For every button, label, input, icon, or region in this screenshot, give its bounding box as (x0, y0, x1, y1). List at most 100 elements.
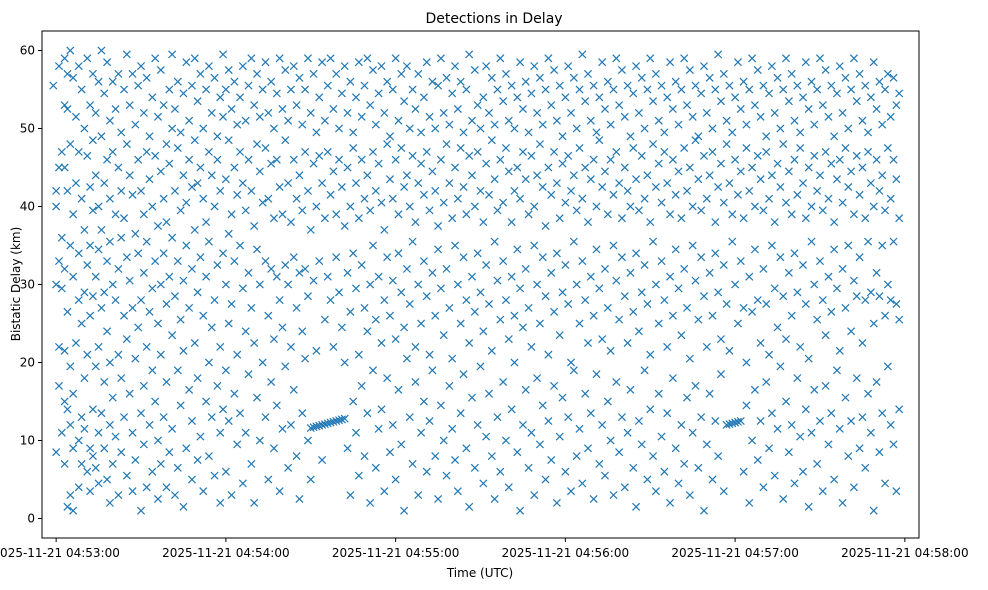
data-point (335, 288, 344, 297)
data-point (318, 58, 327, 67)
data-point (470, 463, 479, 472)
data-point (685, 65, 694, 75)
data-point (216, 186, 225, 195)
data-point (561, 93, 570, 102)
data-point (351, 179, 361, 188)
data-point (496, 155, 505, 164)
data-point (315, 151, 324, 160)
data-point (267, 377, 276, 387)
data-point (88, 452, 97, 461)
data-point (844, 241, 853, 250)
data-point (349, 249, 358, 258)
data-point (609, 491, 618, 500)
data-point (524, 210, 533, 219)
data-point (264, 311, 273, 320)
data-point (275, 54, 284, 63)
data-point (414, 179, 423, 188)
data-point (422, 58, 431, 67)
data-point (671, 444, 680, 453)
data-point (272, 89, 281, 98)
data-point (391, 54, 400, 63)
data-point (108, 77, 117, 86)
data-point (233, 190, 242, 199)
data-point (719, 69, 728, 78)
data-point (872, 104, 881, 114)
data-point (289, 62, 298, 71)
data-point (499, 97, 508, 106)
data-point (374, 272, 383, 281)
data-point (318, 455, 327, 465)
data-point (74, 62, 83, 71)
data-point (366, 101, 375, 110)
data-point (233, 120, 242, 129)
data-point (881, 479, 890, 488)
data-point (111, 104, 120, 114)
data-point (391, 335, 400, 344)
data-point (864, 147, 873, 156)
data-point (626, 132, 635, 141)
data-point (298, 409, 307, 418)
data-point (159, 101, 168, 110)
data-point (759, 264, 768, 273)
data-point (767, 171, 776, 180)
data-point (190, 54, 199, 63)
data-point (125, 389, 134, 398)
data-point (699, 151, 709, 160)
data-point (394, 210, 403, 219)
data-point (711, 249, 720, 258)
data-point (872, 377, 881, 387)
data-point (677, 331, 686, 340)
data-point (173, 257, 182, 266)
data-point (414, 69, 423, 78)
data-point (91, 463, 100, 472)
data-point (504, 116, 513, 125)
data-point (739, 467, 748, 476)
data-point (533, 108, 542, 117)
data-point (677, 214, 686, 223)
data-point (417, 319, 426, 328)
data-point (767, 409, 776, 418)
data-point (179, 346, 188, 355)
data-point (159, 194, 168, 203)
data-point (748, 163, 757, 172)
data-point (527, 151, 536, 160)
data-point (425, 416, 434, 426)
x-tick-label: 2025-11-21 04:58:00 (841, 546, 968, 560)
data-point (312, 202, 321, 211)
data-point (861, 214, 870, 223)
data-point (57, 428, 66, 437)
data-point (697, 253, 706, 262)
data-point (739, 77, 748, 86)
data-point (52, 280, 61, 289)
data-point (518, 420, 527, 429)
data-point (114, 69, 123, 78)
data-point (813, 459, 822, 468)
data-point (623, 428, 632, 437)
data-point (516, 506, 525, 515)
data-point (320, 420, 329, 429)
data-point (527, 89, 536, 98)
data-point (467, 171, 477, 180)
data-point (660, 296, 669, 305)
y-tick-label: 0 (27, 512, 35, 526)
data-point (122, 50, 131, 59)
data-point (340, 414, 349, 423)
data-point (646, 350, 655, 359)
data-point (716, 97, 725, 106)
data-point (100, 179, 109, 188)
data-point (484, 299, 494, 309)
data-point (221, 85, 230, 94)
data-point (284, 179, 293, 188)
data-point (272, 155, 281, 164)
data-point (216, 93, 225, 102)
data-point (148, 93, 157, 102)
data-point (267, 159, 276, 168)
data-point (168, 424, 177, 433)
data-point (589, 155, 598, 164)
data-point (728, 237, 737, 246)
data-point (315, 421, 324, 430)
data-point (417, 159, 426, 168)
data-point (165, 448, 174, 457)
data-point (790, 479, 799, 488)
data-point (105, 420, 114, 429)
